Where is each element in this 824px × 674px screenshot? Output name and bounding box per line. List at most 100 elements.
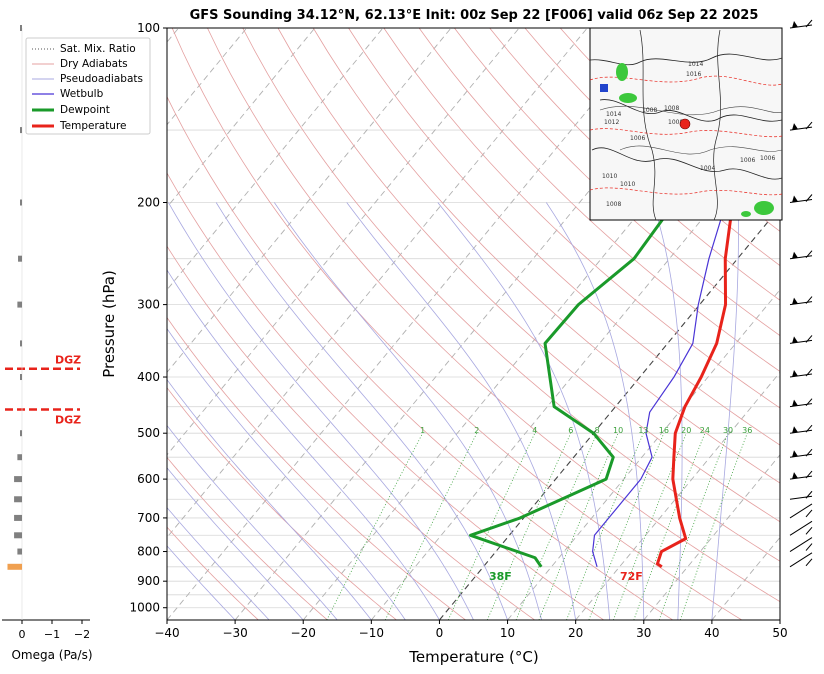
mixing-ratio-line (658, 433, 729, 620)
omega-bar (18, 255, 22, 262)
omega-bar (17, 548, 22, 555)
wind-barb-icon (789, 520, 813, 536)
y-tick-label: 600 (137, 472, 160, 486)
isotherm-line (234, 28, 724, 620)
surface-temperature-label: 72F (620, 570, 643, 583)
mixing-ratio-label: 13 (638, 426, 648, 435)
wind-barb-icon (789, 552, 813, 568)
dry-adiabat-line (277, 28, 780, 523)
location-marker-icon (679, 118, 691, 130)
legend-label: Dewpoint (60, 104, 110, 116)
wind-barb-icon (789, 470, 813, 480)
x-tick-label: −40 (154, 626, 179, 640)
map-isobar-labels: 1014101610141012101010081008100610041006… (602, 61, 775, 208)
map-isobar (590, 128, 782, 138)
dry-adiabat-line (489, 28, 780, 301)
map-border (599, 99, 782, 122)
wind-barb-icon (789, 424, 813, 434)
legend-label: Dry Adiabats (60, 58, 128, 70)
legend: Sat. Mix. Ratio Dry Adiabats Pseudoadiab… (25, 37, 151, 135)
dgz-label: DGZ (55, 413, 81, 426)
isotherm-line (167, 28, 588, 539)
wetbulb-profile (592, 116, 780, 567)
mixing-ratio-line (588, 433, 665, 620)
x-tick-label: 10 (500, 626, 515, 640)
map-isobar-label: 1012 (604, 119, 619, 126)
pseudoadiabat-line (711, 202, 739, 620)
map-isobar (619, 145, 782, 155)
x-tick-label: −20 (291, 626, 316, 640)
x-axis-label: Temperature (°C) (408, 648, 538, 666)
omega-panel: 0 −1 −2 Omega (Pa/s) (2, 25, 93, 662)
mixing-ratio-labels: 1 2 4 6 8 10 13 16 20 24 30 36 (420, 426, 752, 435)
mixing-ratio-label: 24 (700, 426, 710, 435)
chart-title: GFS Sounding 34.12°N, 62.13°E Init: 00z … (190, 8, 759, 23)
x-axis-ticks: −40 −30 −20 −10 0 10 20 30 40 50 (154, 620, 788, 640)
omega-bars (7, 25, 23, 570)
map-isobar (599, 105, 782, 116)
y-tick-label: 800 (137, 545, 160, 559)
wind-barb-icon (789, 250, 813, 260)
x-tick-label: 30 (636, 626, 651, 640)
omega-bar (7, 563, 23, 570)
dry-adiabat-line (167, 172, 604, 620)
pseudoadiabat-line (652, 202, 683, 620)
dry-adiabat-line (167, 316, 466, 620)
x-tick-label: 0 (436, 626, 444, 640)
dry-adiabat-line (454, 28, 780, 337)
map-isobar-label: 1004 (700, 165, 715, 172)
pseudoadiabat-line (167, 269, 440, 620)
dry-adiabat-line (207, 28, 780, 603)
surface-dewpoint-label: 38F (489, 570, 512, 583)
omega-bar (20, 25, 22, 31)
omega-bar (17, 454, 22, 461)
x-tick-label: 20 (568, 626, 583, 640)
mixing-ratio-line (326, 433, 423, 620)
pseudoadiabat-line (346, 202, 577, 620)
x-tick-label: −30 (222, 626, 247, 640)
map-isobar-label: 1008 (668, 119, 683, 126)
isotherm-line (302, 41, 780, 620)
isotherm-line (167, 28, 656, 620)
isotherm-line (167, 28, 520, 456)
dry-adiabat-line (167, 456, 328, 620)
y-tick-label: 1000 (129, 601, 160, 615)
isotherm-line (439, 206, 780, 620)
legend-item-wetbulb: Wetbulb (32, 88, 104, 100)
omega-bar (14, 496, 22, 503)
map-isobar-label: 1010 (602, 173, 617, 180)
map-isobar (590, 75, 782, 86)
omega-bar (17, 301, 22, 308)
map-precip (600, 84, 608, 92)
y-tick-label: 400 (137, 370, 160, 384)
mixing-ratio-line (566, 433, 644, 620)
dry-adiabat-line (167, 245, 535, 620)
wind-barb-icon (789, 121, 813, 131)
wind-barb-icon (789, 448, 813, 458)
dgz-layers: DGZ DGZ (5, 354, 81, 426)
y-tick-label: 100 (137, 21, 160, 35)
mixing-ratio-line (613, 433, 687, 620)
map-isobar-label: 1008 (642, 107, 657, 114)
mixing-ratio-label: 2 (474, 426, 479, 435)
map-isobar-label: 1014 (606, 111, 621, 118)
omega-axis-label: Omega (Pa/s) (11, 648, 92, 662)
pseudoadiabat-line (437, 202, 611, 620)
wind-barb-icon (789, 490, 813, 500)
wind-barb-icon (789, 194, 813, 204)
isotherm-line (779, 619, 780, 620)
dry-adiabat-line (167, 526, 259, 620)
wind-barb-icon (789, 503, 813, 519)
omega-tick-label: −2 (74, 628, 90, 641)
isotherm-line (167, 28, 452, 374)
pseudoadiabat-line (545, 202, 645, 620)
pseudoadiabat-line (167, 378, 372, 620)
mixing-ratio-label: 36 (742, 426, 752, 435)
mixing-ratio-label: 6 (568, 426, 573, 435)
y-tick-label: 500 (137, 426, 160, 440)
pseudoadiabat-line (167, 545, 236, 620)
omega-bar (14, 514, 22, 521)
y-axis-label: Pressure (hPa) (100, 270, 118, 378)
omega-bar (20, 374, 22, 381)
